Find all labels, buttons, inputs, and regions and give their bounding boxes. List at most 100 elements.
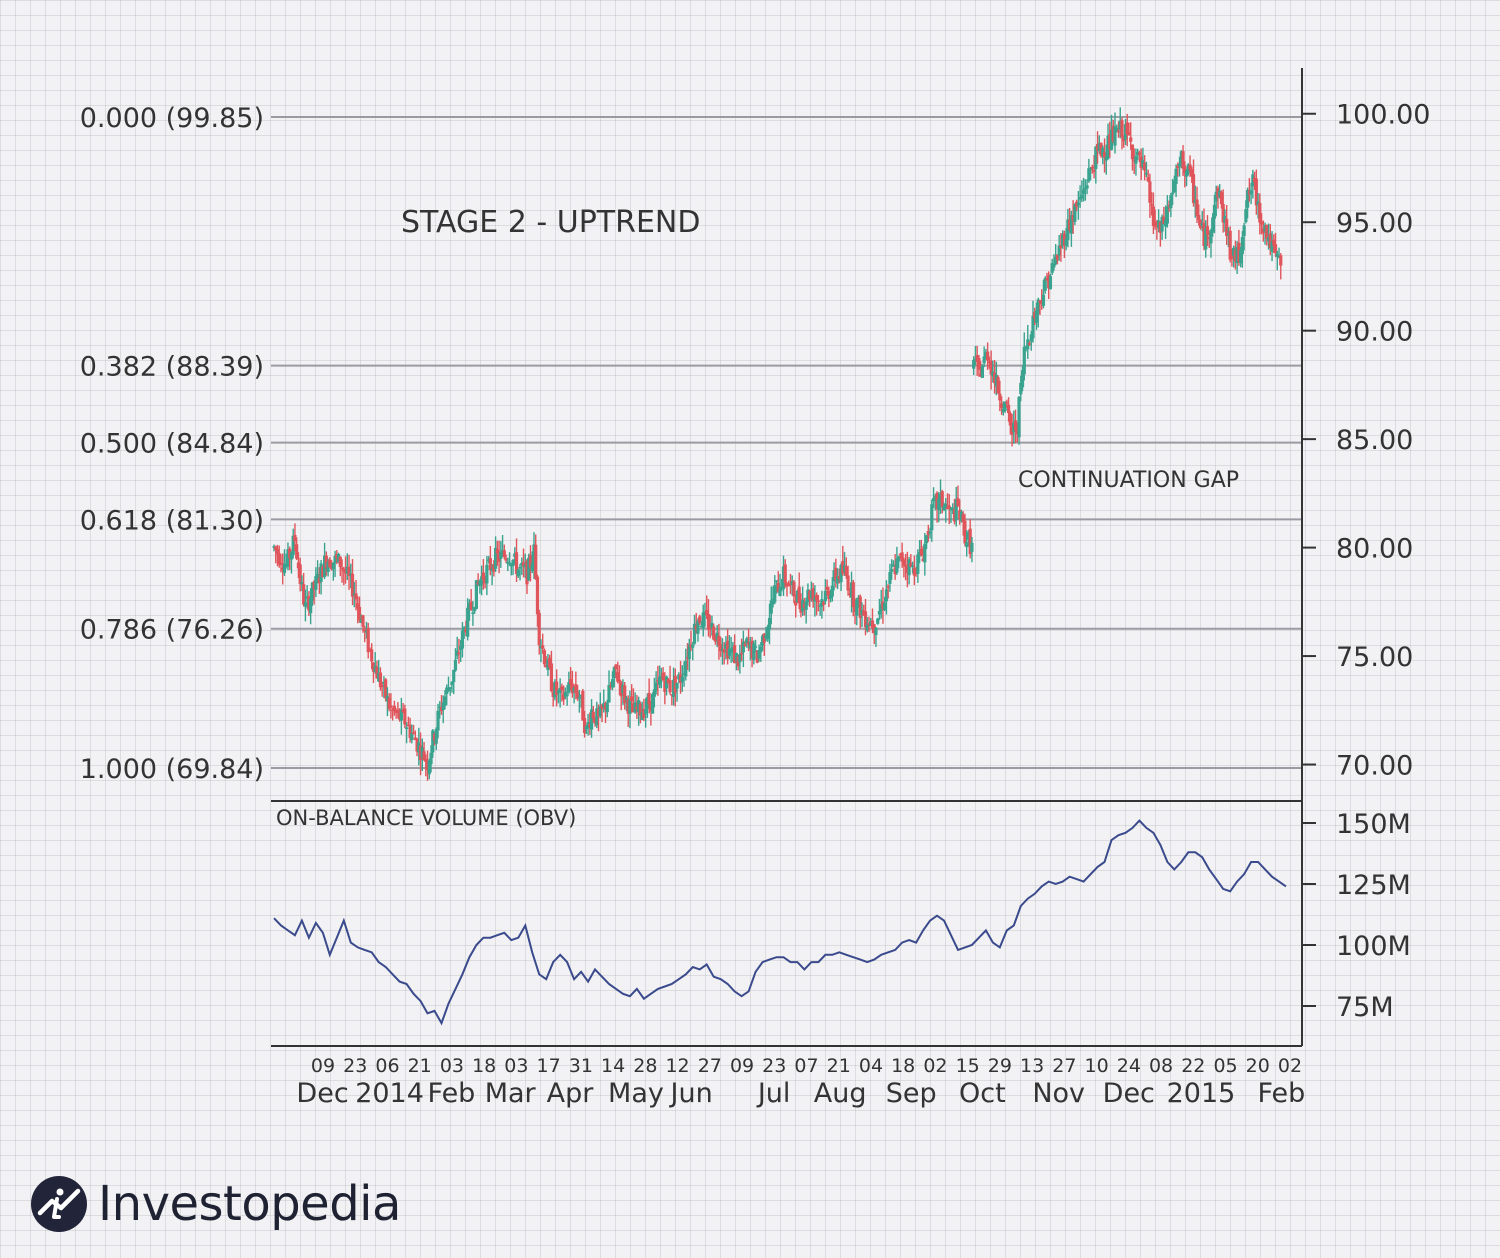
candle-body — [432, 734, 437, 741]
candle-body — [1157, 220, 1161, 228]
candlestick — [719, 636, 723, 657]
candlestick — [823, 579, 827, 605]
candle-body — [617, 679, 622, 682]
candle-body — [1052, 263, 1056, 268]
candle-body — [1209, 230, 1213, 244]
candle-body — [1038, 300, 1042, 303]
candlestick — [638, 701, 643, 724]
candlestick — [588, 712, 592, 735]
candlestick — [1170, 178, 1175, 206]
candlestick — [624, 695, 629, 712]
candlestick — [933, 494, 937, 511]
candle-body — [385, 696, 390, 702]
investopedia-logo-icon — [31, 1176, 87, 1232]
candle-body — [715, 632, 719, 640]
candlestick — [460, 621, 465, 658]
candlestick — [389, 693, 393, 719]
candle-body — [1176, 165, 1180, 169]
candlestick — [478, 579, 482, 594]
candle-body — [858, 596, 862, 618]
candle-body — [1036, 299, 1040, 314]
candle-body — [658, 676, 662, 685]
candlestick — [708, 614, 712, 639]
candlestick — [1113, 112, 1117, 154]
candle-body — [1130, 144, 1135, 160]
candlestick — [1186, 163, 1190, 176]
candlestick — [671, 667, 676, 706]
month-tick-label: Nov — [1032, 1078, 1085, 1109]
candle-body — [692, 623, 697, 644]
candlestick — [371, 662, 376, 683]
candlestick — [877, 598, 882, 621]
candle-body — [319, 563, 323, 582]
candle-body — [640, 712, 644, 720]
candle-body — [493, 547, 498, 569]
candlestick — [1109, 114, 1114, 151]
candle-body — [654, 682, 658, 691]
candle-body — [1211, 217, 1215, 233]
day-tick-label: 03 — [440, 1055, 464, 1077]
day-tick-label: 03 — [504, 1055, 528, 1077]
candlestick — [563, 687, 567, 700]
candle-body — [872, 624, 876, 634]
candlestick — [724, 636, 728, 660]
candlestick — [991, 360, 995, 383]
candle-body — [1265, 224, 1269, 239]
candlestick — [729, 636, 733, 663]
month-tick-label: Mar — [485, 1078, 537, 1109]
candle-body — [1102, 152, 1107, 158]
candlestick — [733, 634, 737, 664]
candle-body — [973, 358, 978, 361]
candle-body — [966, 532, 971, 540]
candle-body — [1123, 124, 1128, 140]
fibonacci-labels: 0.000 (99.85) 0.382 (88.39) 0.500 (84.84) 0… — [80, 103, 264, 785]
candlestick — [1259, 213, 1264, 235]
candlestick — [436, 703, 440, 739]
candle-body — [886, 586, 890, 588]
candlestick — [1087, 158, 1091, 183]
candlestick — [1097, 135, 1101, 154]
candle-body — [1148, 181, 1152, 203]
candlestick — [377, 659, 381, 683]
candlestick — [310, 582, 314, 607]
candle-body — [940, 491, 944, 508]
candle-body — [961, 514, 965, 522]
candle-body — [593, 717, 597, 724]
candlestick — [703, 602, 707, 627]
candle-body — [1239, 250, 1243, 264]
candle-body — [380, 685, 384, 688]
candle-body — [455, 650, 459, 656]
candlestick — [1211, 213, 1215, 237]
candle-body — [651, 693, 655, 714]
candle-body — [999, 403, 1004, 409]
candlestick — [446, 676, 451, 692]
candle-body — [483, 577, 487, 584]
candle-body — [1017, 396, 1021, 438]
candle-body — [345, 566, 349, 574]
candlestick — [652, 677, 656, 708]
candlestick — [956, 485, 960, 508]
candlestick — [1181, 145, 1185, 177]
candlestick — [1006, 397, 1011, 422]
candlestick — [467, 599, 472, 621]
candle-body — [528, 555, 533, 568]
candlestick — [898, 553, 902, 560]
candlestick — [1050, 258, 1054, 276]
candlestick — [507, 552, 512, 566]
candlestick — [993, 359, 997, 394]
candlestick — [1013, 409, 1018, 444]
candle-body — [333, 555, 337, 563]
candlestick — [1029, 330, 1033, 351]
candlestick — [1190, 166, 1194, 183]
candlestick — [849, 571, 854, 613]
candle-body — [952, 509, 957, 522]
candle-body — [839, 564, 843, 583]
candlestick — [1036, 297, 1040, 328]
candlestick — [1088, 166, 1093, 181]
candlestick — [846, 565, 850, 596]
candlestick — [520, 557, 524, 575]
candlestick — [577, 689, 581, 713]
day-tick-label: 07 — [794, 1055, 818, 1077]
candle-body — [382, 681, 386, 684]
candle-body — [762, 633, 766, 643]
